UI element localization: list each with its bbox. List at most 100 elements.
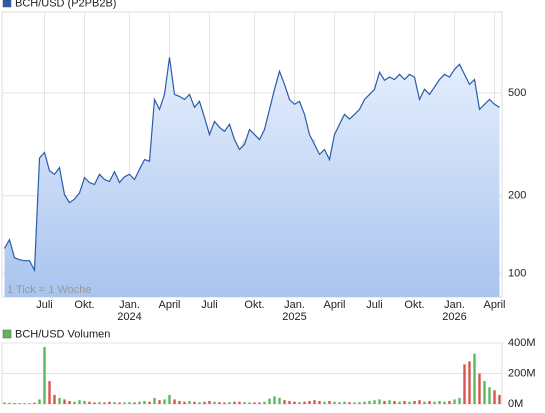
bar xyxy=(363,401,366,404)
bar xyxy=(223,402,226,404)
bar xyxy=(358,402,361,404)
y-tick-label: 400M xyxy=(508,337,536,349)
bar xyxy=(258,402,261,404)
bar xyxy=(158,400,161,404)
legend-label: BCH/USD Volumen xyxy=(15,328,110,340)
bar xyxy=(308,400,311,404)
bar xyxy=(208,400,211,404)
bar xyxy=(378,399,381,404)
bar xyxy=(93,402,96,404)
bar xyxy=(283,400,286,404)
legend-swatch xyxy=(2,329,12,339)
bar xyxy=(98,402,101,404)
bar xyxy=(133,402,136,404)
bar xyxy=(48,381,51,404)
bar xyxy=(448,400,451,404)
x-tick-label: Jan. 2026 xyxy=(442,299,467,323)
bar xyxy=(188,400,191,404)
x-tick-label: Juli xyxy=(201,299,218,311)
bar xyxy=(333,401,336,404)
bar xyxy=(58,397,61,404)
bar xyxy=(233,401,236,404)
bar xyxy=(53,394,56,404)
bar xyxy=(123,402,126,404)
bar xyxy=(33,402,36,404)
bar xyxy=(393,400,396,404)
bar xyxy=(183,401,186,404)
bar xyxy=(318,400,321,404)
bar xyxy=(413,400,416,404)
bar xyxy=(43,346,46,404)
x-tick-label: Okt. xyxy=(74,299,95,311)
bar xyxy=(338,402,341,404)
bar xyxy=(228,402,231,404)
bar xyxy=(303,401,306,404)
bar xyxy=(298,402,301,404)
bar xyxy=(433,401,436,404)
bar xyxy=(458,397,461,404)
annotation: 1 Tick = 1 Woche xyxy=(7,284,91,296)
y-tick-label: 200 xyxy=(508,190,526,202)
bar xyxy=(373,400,376,404)
bar xyxy=(143,400,146,404)
bar xyxy=(63,399,66,404)
bar xyxy=(348,402,351,404)
bar xyxy=(193,401,196,404)
bar xyxy=(218,402,221,404)
bar xyxy=(178,400,181,404)
area xyxy=(4,57,500,298)
bar xyxy=(328,400,331,404)
line xyxy=(3,57,500,273)
bar xyxy=(418,400,421,404)
bar xyxy=(243,402,246,404)
bar xyxy=(323,401,326,404)
x-tick-label: April xyxy=(323,299,346,311)
bar xyxy=(493,390,496,404)
bar xyxy=(28,403,31,404)
bar xyxy=(483,381,486,404)
bar xyxy=(278,397,281,404)
bar xyxy=(273,396,276,404)
x-tick-label: Jan. 2025 xyxy=(282,299,307,323)
bar xyxy=(353,402,356,404)
bar xyxy=(253,402,256,404)
bar xyxy=(468,361,471,404)
bar xyxy=(488,387,491,404)
bar xyxy=(293,401,296,404)
bar xyxy=(108,401,111,404)
bar xyxy=(423,401,426,404)
bar xyxy=(173,399,176,404)
bar xyxy=(313,400,316,404)
bar xyxy=(83,400,86,404)
bar xyxy=(3,402,6,404)
x-tick-label: Juli xyxy=(366,299,383,311)
bar xyxy=(38,399,41,404)
bar xyxy=(453,399,456,404)
bar xyxy=(408,401,411,404)
bar xyxy=(153,397,156,404)
bar xyxy=(8,402,11,404)
y-tick-label: 0M xyxy=(508,398,523,410)
x-tick-label: Juli xyxy=(36,299,53,311)
bar xyxy=(138,401,141,404)
bar xyxy=(498,394,501,404)
bar xyxy=(73,401,76,404)
bar xyxy=(113,402,116,404)
bar xyxy=(88,401,91,404)
bar xyxy=(383,400,386,404)
y-tick-label: 200M xyxy=(508,367,536,379)
bar xyxy=(148,401,151,404)
bar xyxy=(198,402,201,404)
bar xyxy=(268,398,271,404)
bar xyxy=(428,400,431,404)
bar xyxy=(128,402,131,404)
bar xyxy=(248,402,251,404)
bar xyxy=(23,403,26,404)
bar xyxy=(263,401,266,404)
bar xyxy=(398,401,401,404)
bar xyxy=(443,401,446,404)
bar xyxy=(213,401,216,404)
x-tick-label: April xyxy=(158,299,181,311)
